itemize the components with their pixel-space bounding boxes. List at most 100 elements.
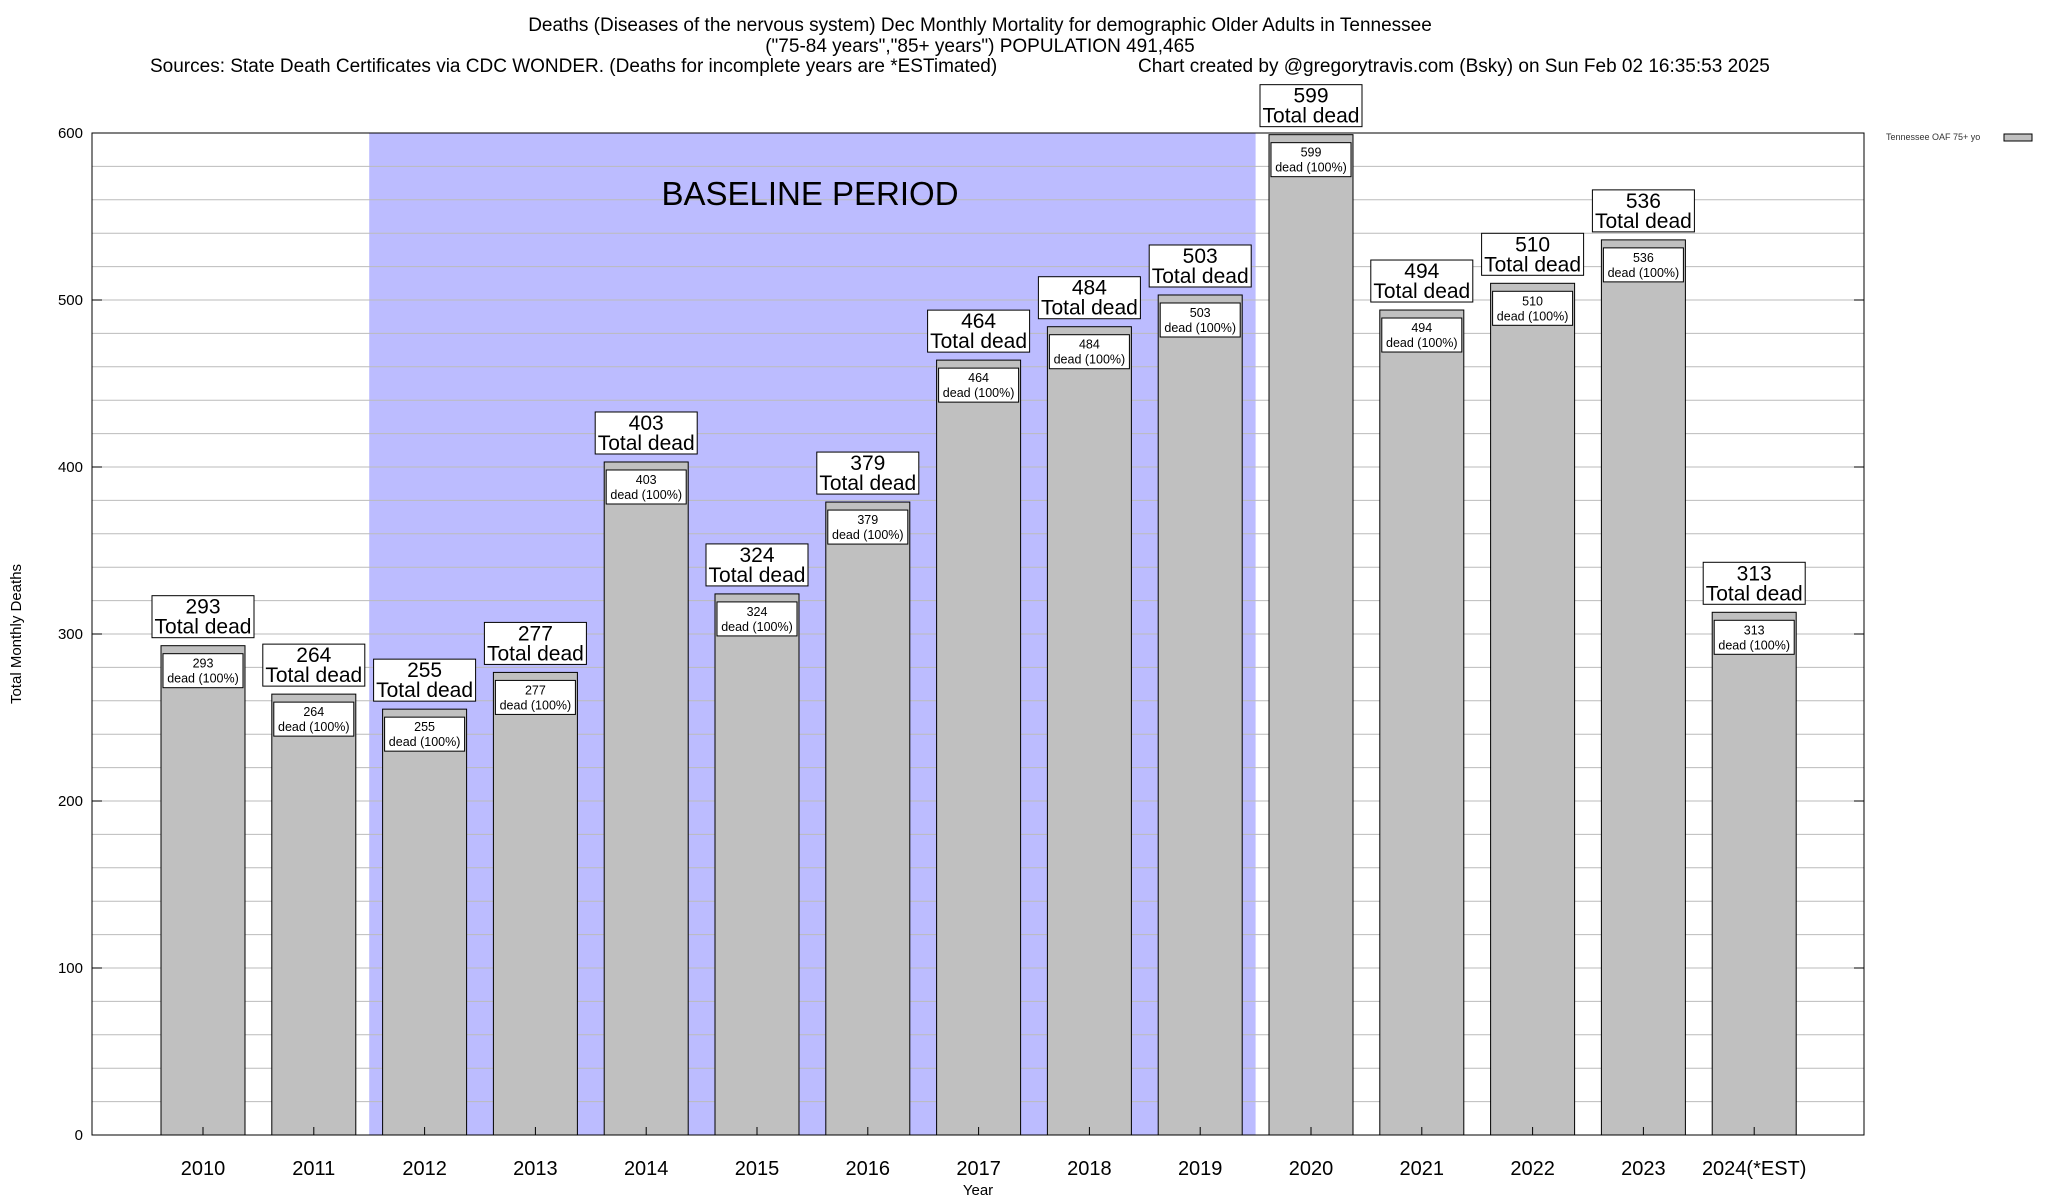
bar-total-caption: Total dead — [1706, 582, 1803, 605]
bar-total-caption: Total dead — [1152, 265, 1249, 288]
bar-inner-label-box — [384, 716, 466, 752]
bar — [1379, 309, 1465, 1136]
bar-inner-caption: dead (100%) — [1608, 266, 1680, 280]
bar-total-value: 403 — [629, 412, 664, 435]
title-line-2: ("75-84 years","85+ years") POPULATION 4… — [765, 36, 1195, 57]
y-axis-ticks: 0 100 200 300 400 500 600 — [58, 125, 1864, 1144]
y-tick-label: 300 — [58, 626, 83, 643]
bar-total-label-box — [483, 621, 587, 665]
title-line-1: Deaths (Diseases of the nervous system) … — [528, 15, 1432, 36]
y-axis-title: Total Monthly Deaths — [8, 564, 25, 704]
y-tick-label: 200 — [58, 793, 83, 810]
bar-inner-caption: dead (100%) — [1164, 321, 1236, 335]
bar — [1157, 294, 1243, 1136]
y-tick-label: 100 — [58, 960, 83, 977]
x-tick-label: 2010 — [181, 1158, 226, 1180]
bar-total-value: 324 — [739, 544, 774, 567]
bar — [1490, 282, 1576, 1136]
bar-inner-caption: dead (100%) — [167, 672, 239, 686]
y-tick-label: 400 — [58, 459, 83, 476]
bar-total-label-box — [705, 543, 809, 587]
bar — [603, 461, 689, 1136]
bar-inner-caption: dead (100%) — [389, 735, 461, 749]
x-tick-label: 2019 — [1178, 1158, 1223, 1180]
title-credit: Chart created by @gregorytravis.com (Bsk… — [1138, 56, 1770, 77]
bar-total-label-box — [1481, 232, 1585, 276]
x-tick-label: 2017 — [956, 1158, 1001, 1180]
bar-inner-label-box — [1048, 334, 1130, 370]
legend: Tennessee OAF 75+ yo — [1886, 132, 2033, 142]
x-tick-label: 2015 — [735, 1158, 780, 1180]
bar-total-value: 293 — [185, 596, 220, 619]
bar-total-label-box — [594, 411, 698, 455]
bar-total-value: 255 — [407, 659, 442, 682]
bar-total-value: 599 — [1293, 85, 1328, 108]
bar-total-value: 494 — [1404, 260, 1439, 283]
bar-inner-caption: dead (100%) — [278, 720, 350, 734]
bar-total-caption: Total dead — [1373, 280, 1470, 303]
bar-inner-label-box — [1602, 247, 1684, 283]
bar-total-label-box — [1037, 276, 1141, 320]
bar — [936, 359, 1022, 1136]
bar-total-label-box — [1702, 561, 1806, 605]
bar-total-caption: Total dead — [930, 330, 1027, 353]
x-tick-label: 2021 — [1400, 1158, 1445, 1180]
bar-total-caption: Total dead — [376, 679, 473, 702]
bar — [825, 501, 911, 1136]
bar-inner-value: 379 — [857, 513, 878, 527]
bar-inner-value: 494 — [1411, 321, 1432, 335]
bar-inner-value: 599 — [1301, 146, 1322, 160]
bar-inner-value: 464 — [968, 371, 989, 385]
bar-inner-label-box — [716, 601, 798, 637]
bar-inner-caption: dead (100%) — [1718, 638, 1790, 652]
bar-inner-caption: dead (100%) — [500, 698, 572, 712]
x-tick-label: 2012 — [402, 1158, 447, 1180]
bar-inner-value: 403 — [636, 473, 657, 487]
bar-total-caption: Total dead — [1263, 105, 1360, 128]
bar-inner-value: 277 — [525, 683, 546, 697]
y-tick-label: 600 — [58, 125, 83, 142]
bar-total-value: 264 — [296, 644, 331, 667]
bar-inner-label-box — [605, 469, 687, 505]
bar-inner-value: 255 — [414, 720, 435, 734]
bar-total-value: 484 — [1072, 277, 1107, 300]
bar-total-value: 464 — [961, 310, 996, 333]
bar-inner-value: 484 — [1079, 338, 1100, 352]
baseline-period-label: BASELINE PERIOD — [661, 175, 958, 212]
bar — [492, 671, 578, 1136]
bar-total-caption: Total dead — [1484, 253, 1581, 276]
x-axis-ticks: 2010 2011 2012 2013 2014 2015 2016 2017 2018 2019… — [181, 1127, 1806, 1180]
bar-total-value: 277 — [518, 622, 553, 645]
bar-inner-value: 510 — [1522, 294, 1543, 308]
bar-inner-caption: dead (100%) — [1497, 309, 1569, 323]
bar-inner-caption: dead (100%) — [1054, 353, 1126, 367]
bar-total-label-box — [1370, 259, 1474, 303]
bar-inner-value: 324 — [747, 605, 768, 619]
legend-label: Tennessee OAF 75+ yo — [1886, 132, 1980, 142]
bar-total-label-box — [1148, 244, 1252, 288]
bar-total-caption: Total dead — [819, 472, 916, 495]
x-tick-label: 2011 — [292, 1158, 335, 1180]
bars — [160, 134, 1797, 1136]
x-tick-label: 2022 — [1510, 1158, 1555, 1180]
bar-total-value: 510 — [1515, 233, 1550, 256]
bar-inner-label-box — [1381, 317, 1463, 353]
chart-title: Deaths (Diseases of the nervous system) … — [150, 15, 1770, 77]
x-tick-label: 2014 — [624, 1158, 669, 1180]
legend-swatch — [2003, 133, 2033, 142]
bar — [1711, 611, 1797, 1136]
bar-inner-value: 264 — [303, 705, 324, 719]
bar-inner-label-box — [1270, 142, 1352, 178]
bar-inner-label-box — [1492, 290, 1574, 326]
x-axis-title: Year — [963, 1182, 993, 1199]
bar-inner-caption: dead (100%) — [943, 386, 1015, 400]
bar — [1046, 326, 1132, 1136]
bar — [382, 708, 468, 1136]
bar-total-label-box — [1591, 189, 1695, 233]
title-sources: Sources: State Death Certificates via CD… — [150, 56, 997, 77]
bar-inner-label-box — [1713, 619, 1795, 655]
bar-total-value: 313 — [1737, 562, 1772, 585]
bar — [160, 645, 246, 1136]
